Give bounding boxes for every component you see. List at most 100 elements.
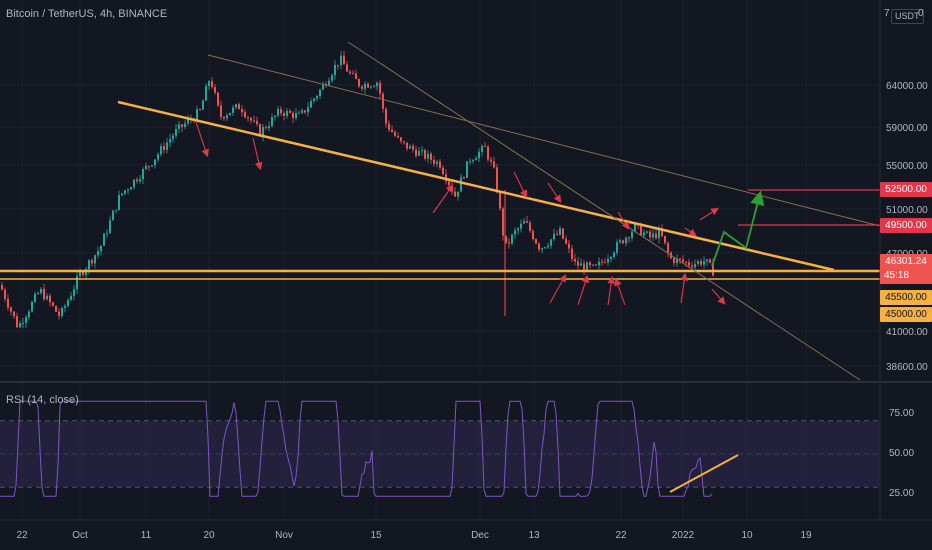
candle-body [619, 240, 621, 243]
candle-body [184, 123, 186, 128]
candle-body [379, 82, 381, 94]
candle-body [313, 98, 315, 102]
candle-body [700, 261, 702, 265]
candle-body [391, 129, 393, 133]
candle-body [688, 262, 690, 266]
currency-button[interactable]: USDT [891, 9, 924, 24]
candle-body [664, 235, 666, 244]
candle-body [202, 100, 204, 110]
candle-body [703, 261, 705, 265]
candle-body [91, 260, 93, 264]
candle-body [145, 166, 147, 170]
candle-body [97, 251, 99, 256]
candle-body [544, 247, 546, 249]
candle-body [583, 263, 585, 271]
candle-body [529, 222, 531, 231]
candle-body [208, 81, 210, 87]
touch-arrow [614, 277, 626, 306]
candle-body [100, 245, 102, 252]
price-axis-label: 59000.00 [886, 123, 928, 134]
candle-body [70, 295, 72, 301]
candle-body [214, 87, 216, 93]
rsi-legend[interactable]: RSI (14, close) [6, 394, 79, 406]
touch-arrow [711, 288, 726, 305]
candle-body [67, 300, 69, 306]
candle-body [568, 243, 570, 249]
steep-trendline[interactable] [347, 41, 861, 381]
candle-body [337, 64, 339, 66]
candle-body [64, 305, 66, 308]
candle-body [52, 302, 54, 306]
candle-body [478, 151, 480, 159]
candle-body [235, 104, 237, 108]
projection-path[interactable] [711, 190, 765, 267]
candle-body [487, 146, 489, 160]
price-axis-label: 64000.00 [886, 81, 928, 92]
candle-body [334, 64, 336, 76]
date-axis-label: 13 [528, 530, 540, 541]
date-axis-label: Oct [72, 530, 88, 541]
rsi-series [0, 400, 713, 497]
candle-body [358, 79, 360, 87]
candle-body [709, 259, 711, 263]
candle-body [277, 109, 279, 116]
touch-arrow [684, 227, 697, 237]
candle-body [553, 233, 555, 240]
candle-body [148, 166, 150, 168]
axes: 64000.0059000.0055000.0051000.0047000.00… [16, 81, 928, 541]
touch-arrow [432, 184, 454, 214]
candle-body [163, 146, 165, 150]
candle-body [589, 262, 591, 266]
candle-body [406, 142, 408, 149]
touch-arrow [617, 211, 630, 230]
candle-body [625, 237, 627, 244]
candle-body [667, 243, 669, 253]
date-axis-label: 2022 [672, 530, 695, 541]
tag-49500: 49500.00 [880, 218, 932, 233]
candle-body [217, 92, 219, 106]
candle-body [610, 257, 612, 259]
current-price: 46301.24 [885, 256, 927, 267]
candle-body [286, 110, 288, 116]
candle-body [712, 262, 714, 276]
rsi-line [0, 400, 713, 497]
candle-body [361, 86, 363, 89]
rsi-band [0, 421, 880, 487]
candle-body [430, 153, 432, 160]
candle-body [49, 295, 51, 303]
candle-body [466, 161, 468, 178]
candle-body [259, 124, 261, 137]
candle-body [124, 190, 126, 194]
main-trendline[interactable] [117, 100, 835, 272]
candle-body [136, 179, 138, 182]
candle-body [178, 124, 180, 129]
candle-body [274, 115, 276, 117]
candle-body [592, 264, 594, 266]
candle-body [526, 221, 528, 223]
date-axis-label: Nov [275, 530, 293, 541]
candle-body [646, 231, 648, 233]
candle-body [322, 84, 324, 90]
candle-body [172, 135, 174, 140]
rsi-axis-label: 25.00 [889, 488, 914, 499]
candle-body [565, 238, 567, 244]
candle-body [409, 146, 411, 149]
candle-body [382, 93, 384, 109]
rsi-trendline[interactable] [669, 454, 739, 493]
candle-body [472, 160, 474, 162]
rsi-axis-label: 50.00 [889, 448, 914, 459]
candle-body [535, 239, 537, 244]
upper-trendline[interactable] [207, 54, 881, 227]
candle-body [109, 220, 111, 233]
candle-body [598, 261, 600, 266]
price-axis-label: 41000.00 [886, 327, 928, 338]
touch-arrows [195, 121, 726, 306]
candle-body [676, 258, 678, 264]
candle-body [454, 191, 456, 197]
candles [1, 50, 714, 329]
candle-body [343, 55, 345, 65]
candle-body [448, 181, 450, 186]
symbol-legend[interactable]: Bitcoin / TetherUS, 4h, BINANCE [6, 8, 168, 20]
